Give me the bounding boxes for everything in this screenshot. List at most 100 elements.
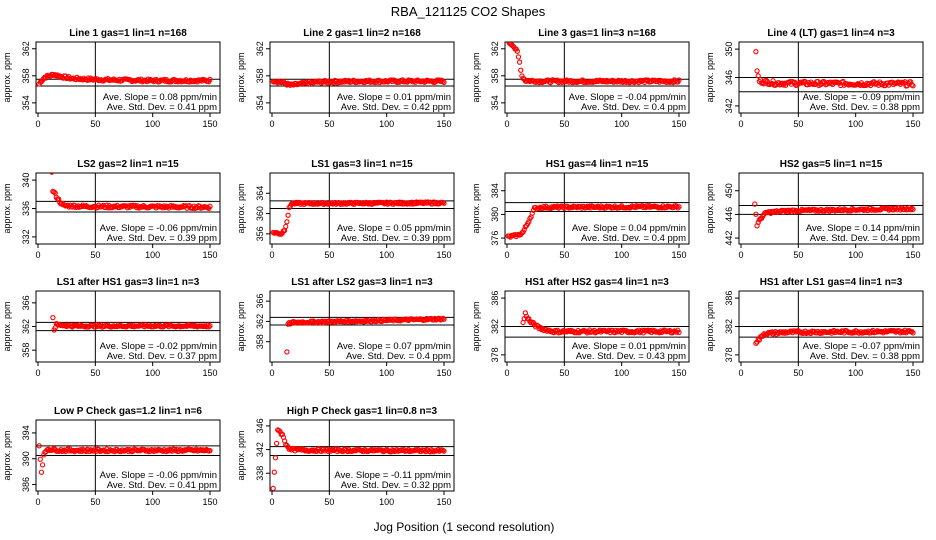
x-tick-label: 50 bbox=[559, 250, 569, 260]
x-tick-label: 0 bbox=[35, 250, 40, 260]
x-tick-label: 0 bbox=[738, 250, 743, 260]
y-tick-label: 442 bbox=[724, 231, 734, 246]
plot-frame bbox=[738, 172, 924, 245]
data-point bbox=[206, 324, 212, 330]
data-point bbox=[279, 431, 285, 437]
y-tick-label: 346 bbox=[724, 70, 734, 85]
y-tick-label: 384 bbox=[490, 183, 500, 198]
data-point bbox=[755, 219, 761, 226]
data-point bbox=[192, 205, 198, 211]
slope-annotation: Ave. Slope = -0.02 ppm/min bbox=[100, 341, 217, 352]
data-point bbox=[516, 59, 523, 65]
slope-annotation: Ave. Slope = 0.05 ppm/min bbox=[337, 223, 451, 234]
stddev-annotation: Ave. Std. Dev. = 0.38 ppm bbox=[810, 351, 920, 362]
data-point bbox=[440, 78, 446, 85]
data-point bbox=[41, 75, 47, 82]
panel-title: Line 2 gas=1 lin=2 n=168 bbox=[303, 28, 421, 39]
y-axis-label: approx. ppm bbox=[471, 301, 481, 351]
y-tick-label: 394 bbox=[21, 425, 31, 440]
slope-annotation: Ave. Slope = 0.14 ppm/min bbox=[806, 223, 920, 234]
x-tick-label: 100 bbox=[614, 119, 629, 129]
data-point bbox=[753, 48, 759, 55]
y-tick-label: 358 bbox=[490, 68, 500, 83]
data-point bbox=[271, 469, 277, 475]
x-tick-label: 150 bbox=[905, 119, 920, 129]
x-tick-label: 150 bbox=[436, 497, 451, 507]
x-tick-label: 0 bbox=[35, 497, 40, 507]
y-tick-label: 350 bbox=[724, 42, 734, 57]
stddev-annotation: Ave. Std. Dev. = 0.41 ppm bbox=[107, 480, 217, 491]
x-tick-label: 150 bbox=[905, 250, 920, 260]
data-point bbox=[190, 322, 196, 328]
y-tick-label: 358 bbox=[21, 68, 31, 83]
data-point bbox=[515, 54, 522, 60]
data-point bbox=[39, 462, 46, 468]
x-tick-label: 50 bbox=[324, 250, 334, 260]
x-tick-label: 100 bbox=[379, 368, 394, 378]
x-tick-label: 100 bbox=[379, 497, 394, 507]
x-tick-label: 50 bbox=[324, 368, 334, 378]
data-point bbox=[316, 319, 322, 325]
data-point bbox=[599, 78, 605, 85]
data-point bbox=[506, 233, 512, 239]
y-tick-label: 366 bbox=[255, 294, 265, 309]
y-tick-label: 358 bbox=[21, 343, 31, 358]
y-tick-label: 382 bbox=[490, 319, 500, 334]
plot-frame bbox=[504, 41, 690, 114]
slope-annotation: Ave. Slope = 0.01 ppm/min bbox=[572, 341, 686, 352]
stddev-annotation: Ave. Std. Dev. = 0.4 ppm bbox=[581, 102, 686, 113]
y-tick-label: 362 bbox=[255, 41, 265, 56]
x-tick-label: 100 bbox=[379, 250, 394, 260]
data-point bbox=[174, 77, 180, 84]
data-point bbox=[403, 200, 409, 206]
x-tick-label: 0 bbox=[269, 368, 274, 378]
data-point bbox=[670, 329, 676, 335]
panel: LS1 after LS2 gas=3 lin=1 n=3 0 50 100 150 35… bbox=[236, 277, 455, 378]
slope-annotation: Ave. Slope = -0.04 ppm/min bbox=[569, 92, 686, 103]
data-point bbox=[676, 204, 682, 210]
y-axis-label: approx. ppm bbox=[2, 52, 12, 102]
x-tick-label: 50 bbox=[90, 368, 100, 378]
data-points bbox=[520, 310, 682, 336]
slope-annotation: Ave. Slope = -0.11 ppm/min bbox=[334, 470, 451, 481]
x-tick-label: 0 bbox=[504, 250, 509, 260]
panel-title: LS1 after HS1 gas=3 lin=1 n=3 bbox=[57, 277, 200, 288]
data-point bbox=[37, 456, 43, 462]
y-axis-label: approx. ppm bbox=[2, 183, 12, 233]
stddev-annotation: Ave. Std. Dev. = 0.32 ppm bbox=[341, 480, 451, 491]
data-points bbox=[36, 443, 213, 475]
y-tick-label: 364 bbox=[255, 186, 265, 201]
stddev-annotation: Ave. Std. Dev. = 0.4 ppm bbox=[346, 351, 451, 362]
data-point bbox=[207, 76, 213, 83]
data-point bbox=[675, 205, 681, 211]
panel-title: LS1 gas=3 lin=1 n=15 bbox=[311, 159, 413, 170]
y-axis-label: approx. ppm bbox=[471, 183, 481, 233]
x-tick-label: 100 bbox=[614, 368, 629, 378]
data-point bbox=[838, 82, 844, 89]
y-tick-label: 356 bbox=[255, 226, 265, 241]
x-tick-label: 100 bbox=[848, 119, 863, 129]
data-point bbox=[754, 68, 760, 74]
y-tick-label: 390 bbox=[21, 451, 31, 466]
x-tick-label: 100 bbox=[848, 368, 863, 378]
data-point bbox=[910, 206, 916, 212]
panel: LS2 gas=2 lin=1 n=15 0 50 100 150 332 336 340 ap… bbox=[2, 159, 221, 260]
x-tick-label: 150 bbox=[436, 250, 451, 260]
data-point bbox=[284, 219, 290, 225]
y-tick-label: 366 bbox=[21, 295, 31, 310]
x-tick-label: 0 bbox=[504, 119, 509, 129]
data-points bbox=[270, 427, 447, 491]
x-tick-label: 100 bbox=[145, 119, 160, 129]
data-point bbox=[567, 328, 573, 335]
data-point bbox=[909, 328, 915, 335]
data-point bbox=[270, 485, 276, 491]
panel: LS1 gas=3 lin=1 n=15 0 50 100 150 356 360 364 ap… bbox=[236, 159, 455, 260]
data-point bbox=[605, 79, 611, 85]
y-tick-label: 362 bbox=[490, 41, 500, 56]
data-point bbox=[827, 206, 834, 212]
data-point bbox=[526, 316, 532, 322]
data-point bbox=[183, 203, 189, 209]
x-tick-label: 150 bbox=[671, 368, 686, 378]
data-points bbox=[753, 327, 916, 346]
data-point bbox=[129, 203, 135, 209]
